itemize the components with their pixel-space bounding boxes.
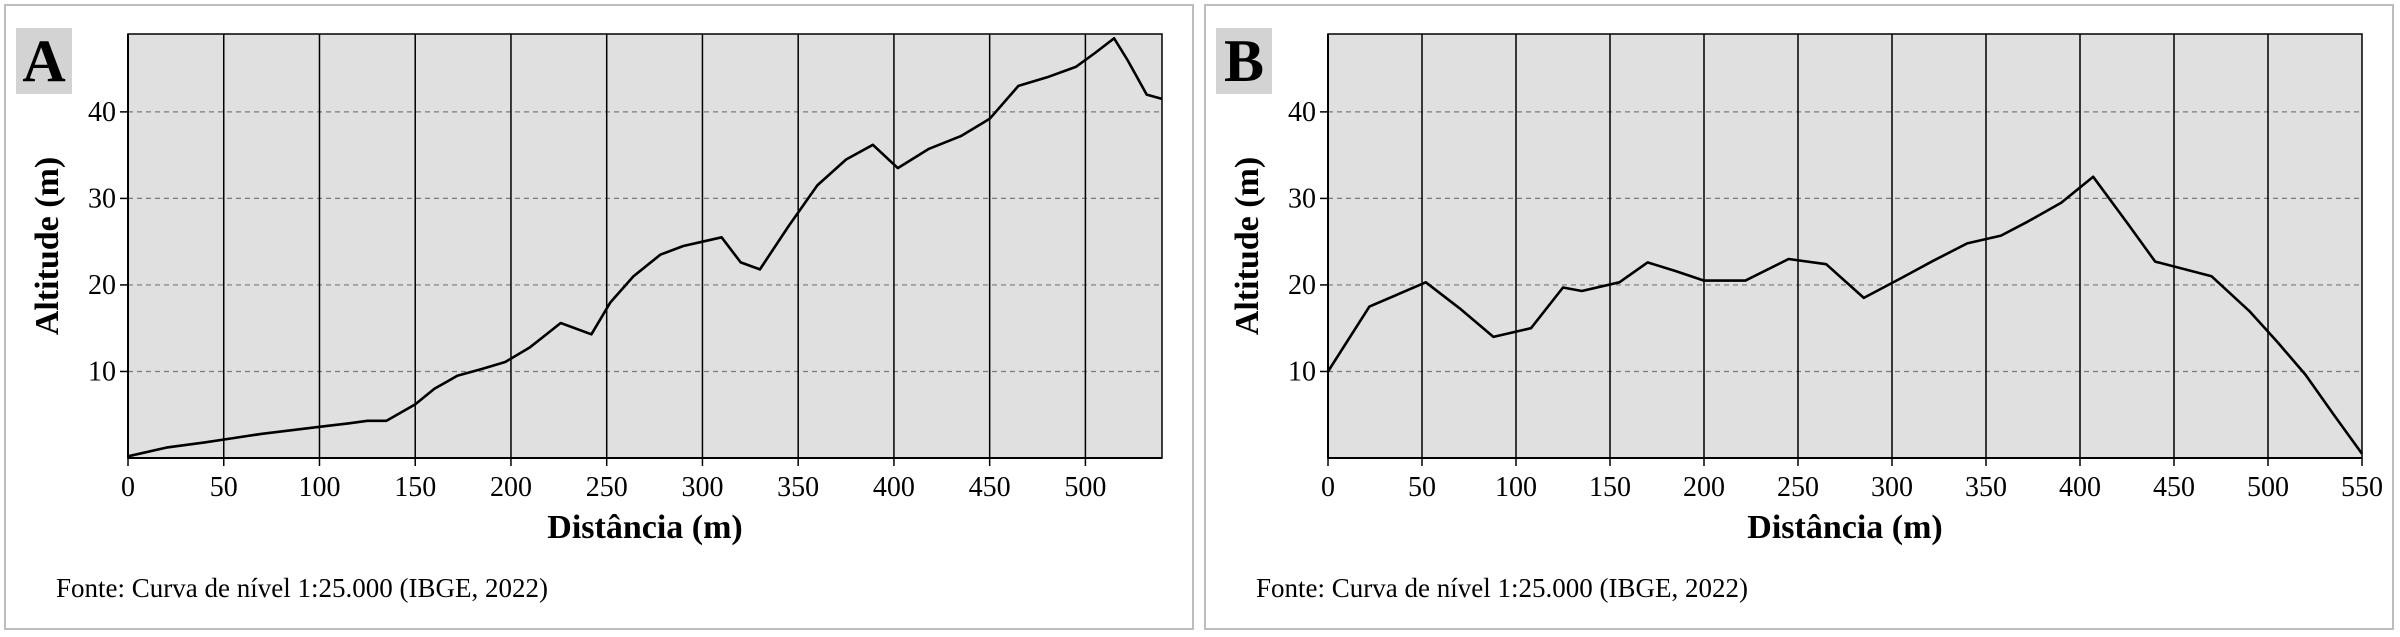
y-tick-label: 20 [1288,270,1316,301]
x-tick-label: 50 [210,472,238,503]
panel-label-a: A [16,28,72,94]
x-tick-label: 200 [490,472,532,503]
x-axis-title: Distância (m) [1747,509,1942,546]
y-tick-label: 20 [88,270,116,301]
source-note-a: Fonte: Curva de nível 1:25.000 (IBGE, 20… [56,573,548,603]
chart-panel-b: 0 50 100 150 200 250 300 350 400 450 500 550 10 20 30 4… [1204,4,2394,630]
x-tick-label: 400 [873,472,915,503]
x-tick-label: 250 [1777,472,1819,503]
y-tick-label: 10 [1288,356,1316,387]
x-tick-label: 250 [586,472,628,503]
elevation-profile-line [1326,175,2364,455]
elevation-profile-line [127,36,1163,458]
x-tick-label: 0 [121,472,135,503]
y-axis-title: Altitude (m) [29,157,66,335]
x-tick-label: 100 [1495,472,1537,503]
y-tick-label: 40 [1288,97,1316,128]
y-tick-label: 30 [1288,183,1316,214]
x-tick-label: 350 [777,472,819,503]
x-tick-label: 300 [1871,472,1913,503]
x-tick-label: 300 [681,472,723,503]
x-tick-label: 50 [1408,472,1436,503]
x-tick-label: 0 [1321,472,1335,503]
x-tick-label: 450 [969,472,1011,503]
x-tick-label: 150 [394,472,436,503]
x-tick-label: 550 [2341,472,2383,503]
chart-panel-a: 0 50 100 150 200 250 300 350 400 450 500 10 20 30 40 Di… [4,4,1194,630]
y-tick-label: 30 [88,183,116,214]
x-tick-label: 500 [1064,472,1106,503]
y-tick-label: 40 [88,97,116,128]
x-tick-label: 150 [1589,472,1631,503]
plot-area [1327,33,2363,459]
profile-chart-b: 0 50 100 150 200 250 300 350 400 450 500 550 10 20 30 4… [1229,33,2383,546]
x-axis-title: Distância (m) [547,509,742,546]
y-tick-label: 10 [88,356,116,387]
x-tick-label: 350 [1965,472,2007,503]
x-tick-label: 400 [2059,472,2101,503]
x-tick-label: 500 [2247,472,2289,503]
source-note-b: Fonte: Curva de nível 1:25.000 (IBGE, 20… [1256,573,1748,603]
x-tick-label: 450 [2153,472,2195,503]
panel-label-b: B [1216,28,1272,94]
x-tick-label: 200 [1683,472,1725,503]
profile-chart-a: 0 50 100 150 200 250 300 350 400 450 500 10 20 30 40 Di… [29,33,1163,546]
x-tick-label: 100 [298,472,340,503]
y-axis-title: Altitude (m) [1229,157,1266,335]
